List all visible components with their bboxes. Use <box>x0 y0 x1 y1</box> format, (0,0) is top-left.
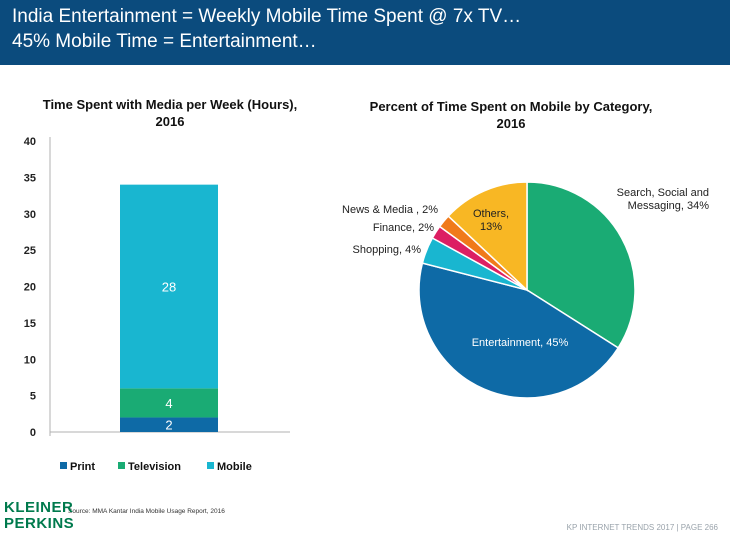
pie-data-label: 13% <box>480 221 502 233</box>
y-tick-label: 25 <box>24 245 36 257</box>
pie-data-label: Entertainment, 45% <box>472 337 569 349</box>
kleiner-perkins-logo: KLEINER PERKINS <box>4 500 74 532</box>
pie-slice-entertainment <box>418 262 620 399</box>
bar-data-label: 4 <box>165 396 172 411</box>
slide-title-line-1: India Entertainment = Weekly Mobile Time… <box>12 6 522 27</box>
slide-header: India Entertainment = Weekly Mobile Time… <box>0 0 730 65</box>
legend-label: Television <box>128 461 181 473</box>
pie-data-label: Search, Social and <box>617 187 709 199</box>
y-tick-label: 40 <box>24 136 36 148</box>
legend-swatch <box>118 462 125 469</box>
y-tick-label: 15 <box>24 318 36 330</box>
y-tick-label: 30 <box>24 209 36 221</box>
y-tick-label: 20 <box>24 282 36 294</box>
pie-data-label: News & Media , 2% <box>342 204 438 216</box>
legend-label: Mobile <box>217 461 252 473</box>
bar-segment-mobile <box>120 184 218 389</box>
y-tick-label: 35 <box>24 172 36 184</box>
pie-slice-others <box>447 181 528 292</box>
legend-swatch <box>207 462 214 469</box>
y-tick-label: 10 <box>24 354 36 366</box>
bar-chart-title: Time Spent with Media per Week (Hours), … <box>42 97 298 129</box>
pie-chart-title: Percent of Time Spent on Mobile by Categ… <box>369 99 653 131</box>
pie-data-label: Others, <box>473 208 509 220</box>
slide-title-line-2: 45% Mobile Time = Entertainment… <box>12 31 317 52</box>
y-tick-label: 0 <box>30 427 36 439</box>
bar-segment-print <box>120 417 218 432</box>
bar-data-label: 2 <box>165 418 172 433</box>
logo-line-2: PERKINS <box>4 515 75 532</box>
legend-swatch <box>60 462 67 469</box>
bar-data-label: 28 <box>162 280 176 295</box>
pie-data-label: Shopping, 4% <box>353 244 422 256</box>
y-tick-label: 5 <box>30 391 36 403</box>
source-note: Source: MMA Kantar India Mobile Usage Re… <box>68 508 225 515</box>
page-footer: KP INTERNET TRENDS 2017 | PAGE 266 <box>566 523 718 532</box>
bar-segment-television <box>120 388 218 418</box>
pie-data-label: Messaging, 34% <box>628 200 710 212</box>
legend-label: Print <box>70 461 95 473</box>
logo-line-1: KLEINER <box>4 499 74 516</box>
pie-data-label: Finance, 2% <box>373 222 434 234</box>
